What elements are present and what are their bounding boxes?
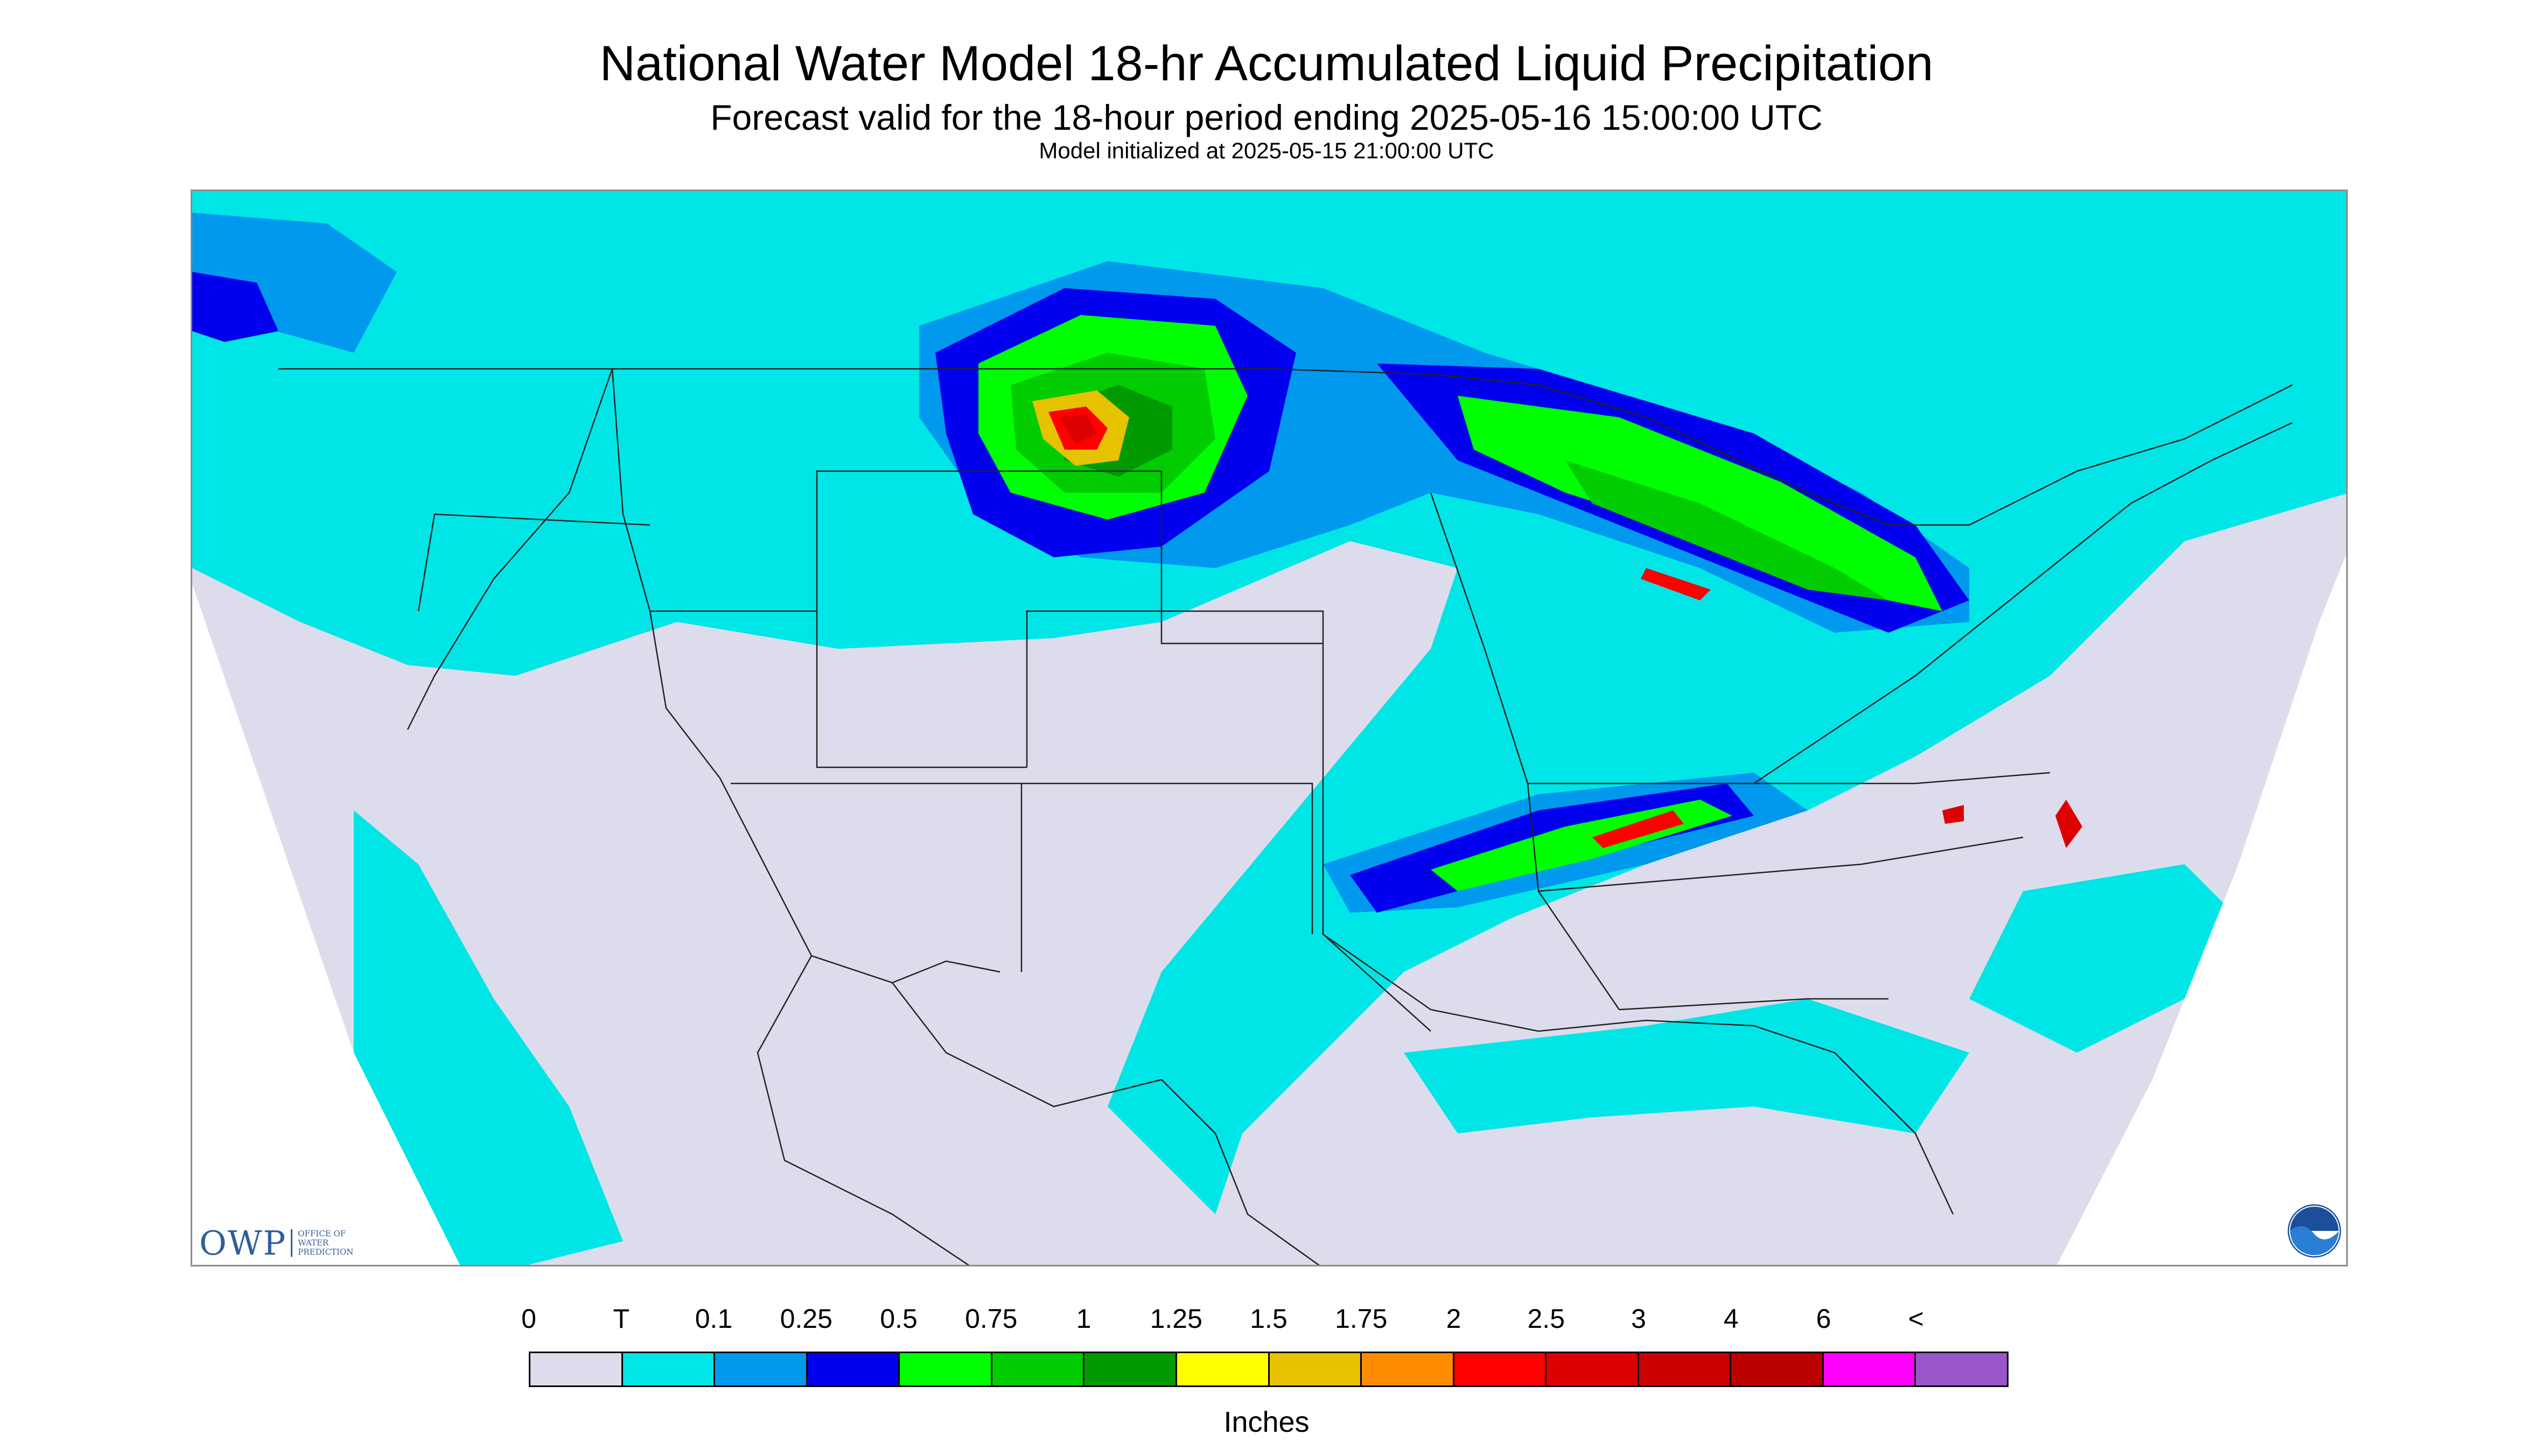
- legend-label: 0.1: [695, 1304, 733, 1334]
- legend-swatch: [1084, 1353, 1177, 1385]
- owp-logo: OWP OFFICE OF WATER PREDICTION: [199, 1223, 353, 1263]
- legend-units: Inches: [1223, 1406, 1310, 1438]
- legend-swatch: [1823, 1353, 1916, 1385]
- legend-label: 3: [1631, 1304, 1646, 1334]
- map-title: National Water Model 18-hr Accumulated L…: [599, 36, 1934, 91]
- owp-logo-line: WATER: [298, 1238, 329, 1248]
- legend-label: 1: [1076, 1304, 1091, 1334]
- map-subtitle: Forecast valid for the 18-hour period en…: [710, 97, 1823, 137]
- legend-swatch: [1362, 1353, 1454, 1385]
- legend-label: 2: [1446, 1304, 1461, 1334]
- legend-swatch: [1916, 1353, 2007, 1385]
- legend-swatch: [1547, 1353, 1639, 1385]
- legend-swatch: [807, 1353, 900, 1385]
- legend-labels: 0 T 0.1 0.25 0.5 0.75 1 1.25 1.5 1.75 2 2.5 3 4 6 <: [0, 1303, 2533, 1335]
- legend-label: 1.25: [1150, 1304, 1202, 1334]
- precipitation-map: [191, 190, 2348, 1266]
- legend-swatch: [1177, 1353, 1270, 1385]
- model-init-time: Model initialized at 2025-05-15 21:00:00…: [1039, 138, 1494, 163]
- legend-label: 0.75: [965, 1304, 1018, 1334]
- legend-label: 0.25: [780, 1304, 832, 1334]
- legend-label: 0: [521, 1304, 536, 1334]
- legend-label: 4: [1723, 1304, 1739, 1334]
- legend-swatch: [1639, 1353, 1732, 1385]
- noaa-logo: [2287, 1204, 2341, 1258]
- owp-logo-line: PREDICTION: [298, 1247, 354, 1257]
- legend-swatch: [622, 1353, 716, 1385]
- legend-swatch: [1731, 1353, 1824, 1385]
- political-boundaries: [278, 368, 2293, 1265]
- legend-label: 1.5: [1250, 1304, 1288, 1334]
- legend-label: 2.5: [1527, 1304, 1565, 1334]
- legend-label: 1.75: [1335, 1304, 1388, 1334]
- legend-swatch: [1454, 1353, 1547, 1385]
- owp-logo-mark: OWP: [199, 1223, 287, 1263]
- outside-domain-right: [2057, 555, 2346, 1265]
- color-legend: [529, 1352, 2009, 1387]
- owp-logo-text: OFFICE OF WATER PREDICTION: [291, 1229, 353, 1257]
- legend-swatch: [900, 1353, 992, 1385]
- legend-label: 6: [1816, 1304, 1831, 1334]
- legend-label: T: [613, 1304, 630, 1334]
- legend-swatch: [992, 1353, 1085, 1385]
- map-canvas: [192, 191, 2346, 1265]
- owp-logo-line: OFFICE OF: [298, 1229, 346, 1238]
- outside-domain-left: [192, 584, 460, 1265]
- legend-swatch: [715, 1353, 808, 1385]
- legend-label: 0.5: [880, 1304, 918, 1334]
- legend-swatch: [530, 1353, 623, 1385]
- legend-label: <: [1908, 1304, 1924, 1334]
- legend-swatch: [1269, 1353, 1362, 1385]
- precipitation-field: [192, 191, 2346, 1265]
